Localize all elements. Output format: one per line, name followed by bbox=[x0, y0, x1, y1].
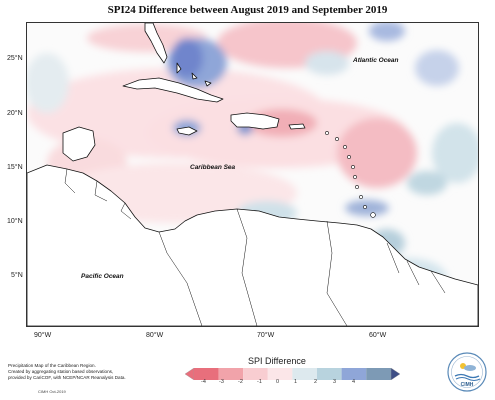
wave-icon bbox=[455, 377, 481, 381]
legend-swatch-7 bbox=[341, 368, 367, 380]
legend-arrow-left bbox=[185, 368, 195, 380]
legend-arrow-right bbox=[390, 368, 400, 380]
country-borders bbox=[64, 168, 446, 326]
logo-text: CIMH bbox=[461, 382, 474, 388]
credit-text: CIMH Oct-2019 bbox=[38, 389, 66, 394]
legend-swatch-3 bbox=[243, 368, 268, 380]
legend-tick-1: 1 bbox=[294, 379, 298, 385]
map-title: SPI24 Difference between August 2019 and… bbox=[107, 4, 388, 16]
map-panel: Atlantic Ocean Caribbean Sea Pacific Oce… bbox=[26, 22, 479, 327]
lat-label-5n: 5°N bbox=[11, 272, 23, 279]
cloud-icon bbox=[464, 365, 476, 371]
legend-tick-m1: -1 bbox=[257, 379, 262, 385]
legend-swatch-2 bbox=[218, 368, 244, 380]
legend-swatch-1 bbox=[194, 368, 219, 380]
legend-tick-m3: -3 bbox=[219, 379, 224, 385]
caribbean-sea-label: Caribbean Sea bbox=[190, 164, 236, 171]
pacific-ocean-label: Pacific Ocean bbox=[81, 273, 124, 280]
legend-swatch-6 bbox=[317, 368, 342, 380]
lon-label-80w: 80°W bbox=[146, 332, 164, 339]
lon-label-90w: 90°W bbox=[34, 332, 52, 339]
lon-label-70w: 70°W bbox=[257, 332, 275, 339]
legend-swatch-5 bbox=[292, 368, 317, 380]
wave-icon bbox=[454, 373, 480, 379]
cimh-logo: CIMH bbox=[447, 352, 487, 392]
legend-tick-2: 2 bbox=[314, 379, 318, 385]
coastlines bbox=[27, 23, 478, 326]
legend-colorbar bbox=[185, 368, 400, 380]
lat-label-10n: 10°N bbox=[7, 218, 23, 225]
note-line-3: provided by CariCOF, with NCEP/NCAR Rean… bbox=[8, 375, 126, 380]
legend-tick-0: 0 bbox=[276, 379, 280, 385]
lon-label-60w: 60°W bbox=[369, 332, 387, 339]
legend-tick-3: 3 bbox=[333, 379, 337, 385]
lat-label-20n: 20°N bbox=[7, 110, 23, 117]
legend-tick-m2: -2 bbox=[238, 379, 243, 385]
legend-swatch-4 bbox=[267, 368, 293, 380]
note-line-2: Created by aggregating station based obs… bbox=[8, 369, 114, 374]
legend-swatch-8 bbox=[366, 368, 391, 380]
lesser-antilles bbox=[325, 131, 376, 218]
legend-tick-m4: -4 bbox=[201, 379, 206, 385]
legend-title: SPI Difference bbox=[248, 356, 306, 366]
legend-tick-4: 4 bbox=[352, 379, 356, 385]
note-line-1: Precipitation Map of the Caribbean Regio… bbox=[8, 363, 96, 368]
lat-label-15n: 15°N bbox=[7, 164, 23, 171]
atlantic-ocean-label: Atlantic Ocean bbox=[353, 57, 399, 64]
lat-label-25n: 25°N bbox=[7, 55, 23, 62]
